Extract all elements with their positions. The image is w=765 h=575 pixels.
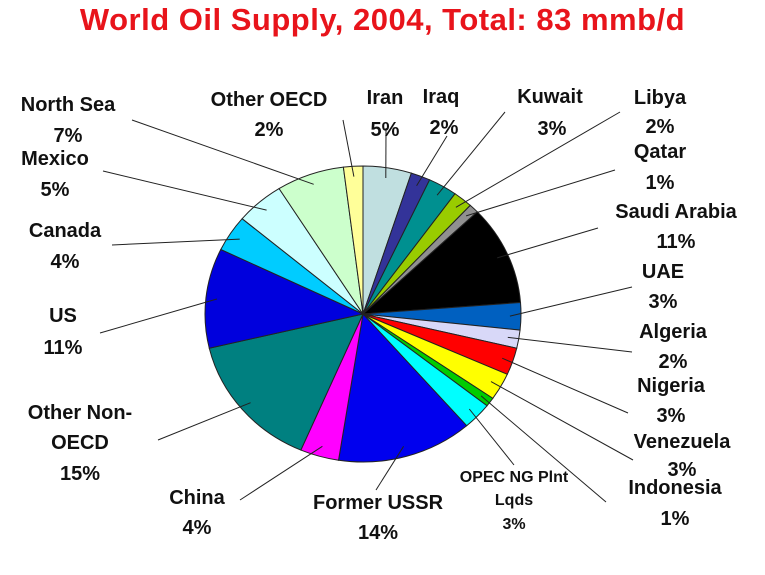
- leader-line-uae: [509, 286, 633, 317]
- leader-line-mexico: [102, 170, 267, 211]
- leader-line-us: [99, 298, 218, 334]
- leader-line-kuwait: [436, 111, 506, 196]
- leader-line-nigeria: [502, 357, 629, 414]
- slice-percent-iraq: 2%: [430, 117, 459, 139]
- leader-line-saudi-arabia: [497, 227, 599, 259]
- slice-labels: Iran 5% Iraq 2% Kuwait 3% Libya 2% Qatar 1% Saudi …: [21, 86, 738, 544]
- leader-line-algeria: [507, 336, 633, 353]
- slice-label-indonesia: Indonesia: [628, 477, 722, 499]
- pie-slices: [204, 165, 522, 463]
- chart-title: World Oil Supply, 2004, Total: 83 mmb/d: [79, 2, 686, 37]
- slice-percent-algeria: 2%: [659, 351, 688, 373]
- slice-label-opec-ng-plnt-lqds-1: Lqds: [495, 492, 533, 509]
- leader-line-other-non-oecd: [157, 402, 251, 441]
- slice-percent-opec-ng-plnt-lqds: 3%: [502, 516, 525, 533]
- slice-percent-kuwait: 3%: [538, 118, 567, 140]
- slice-percent-former-ussr: 14%: [358, 522, 398, 544]
- leader-line-iraq: [416, 135, 448, 187]
- slice-label-canada: Canada: [29, 220, 102, 242]
- pie-slice-other-non-oecd: [208, 313, 364, 451]
- slice-label-opec-ng-plnt-lqds-0: OPEC NG Plnt: [460, 469, 569, 486]
- leader-line-opec-ng-plnt-lqds: [468, 408, 515, 466]
- leader-line-other-oecd: [342, 119, 355, 177]
- leader-line-venezuela: [490, 381, 634, 461]
- slice-label-nigeria: Nigeria: [637, 375, 706, 397]
- slice-label-saudi-arabia: Saudi Arabia: [615, 201, 737, 223]
- slice-percent-north-sea: 7%: [54, 125, 83, 147]
- pie-slice-us: [204, 248, 365, 349]
- slice-label-us: US: [49, 305, 77, 327]
- slice-label-other-non-oecd-0: Other Non-: [28, 402, 132, 424]
- slice-label-uae: UAE: [642, 261, 684, 283]
- slice-percent-qatar: 1%: [646, 172, 675, 194]
- slice-label-iraq: Iraq: [423, 86, 460, 108]
- slice-label-china: China: [169, 487, 225, 509]
- slice-percent-uae: 3%: [649, 291, 678, 313]
- slice-percent-nigeria: 3%: [657, 405, 686, 427]
- slice-label-mexico: Mexico: [21, 148, 89, 170]
- leader-line-indonesia: [480, 395, 607, 503]
- leader-line-qatar: [465, 169, 616, 217]
- slice-percent-canada: 4%: [51, 251, 80, 273]
- slice-percent-us: 11%: [44, 337, 83, 359]
- leader-lines: [99, 111, 634, 503]
- slice-percent-mexico: 5%: [41, 179, 70, 201]
- pie-slice-former-ussr: [337, 312, 468, 463]
- slice-percent-venezuela: 3%: [668, 459, 697, 481]
- leader-line-libya: [455, 111, 621, 208]
- slice-label-other-oecd: Other OECD: [211, 89, 328, 111]
- pie-slice-saudi-arabia: [361, 211, 522, 315]
- slice-percent-china: 4%: [183, 517, 212, 539]
- slice-label-libya: Libya: [634, 87, 687, 109]
- leader-line-canada: [111, 238, 240, 246]
- slice-percent-other-oecd: 2%: [255, 119, 284, 141]
- leader-line-former-ussr: [375, 446, 405, 491]
- slice-label-qatar: Qatar: [634, 141, 686, 163]
- slice-label-algeria: Algeria: [639, 321, 708, 343]
- slice-percent-libya: 2%: [646, 116, 675, 138]
- slice-label-venezuela: Venezuela: [634, 431, 732, 453]
- slice-label-other-non-oecd-1: OECD: [51, 432, 109, 454]
- slice-percent-other-non-oecd: 15%: [60, 463, 100, 485]
- slice-label-north-sea: North Sea: [21, 94, 116, 116]
- slice-percent-iran: 5%: [371, 119, 400, 141]
- pie-slice-other-oecd: [342, 165, 364, 315]
- leader-line-china: [239, 445, 323, 501]
- slice-percent-saudi-arabia: 11%: [657, 231, 696, 253]
- leader-line-north-sea: [131, 119, 314, 185]
- slice-label-former-ussr: Former USSR: [313, 492, 444, 514]
- slice-label-kuwait: Kuwait: [517, 86, 583, 108]
- slice-percent-indonesia: 1%: [661, 508, 690, 530]
- slice-label-iran: Iran: [367, 87, 404, 109]
